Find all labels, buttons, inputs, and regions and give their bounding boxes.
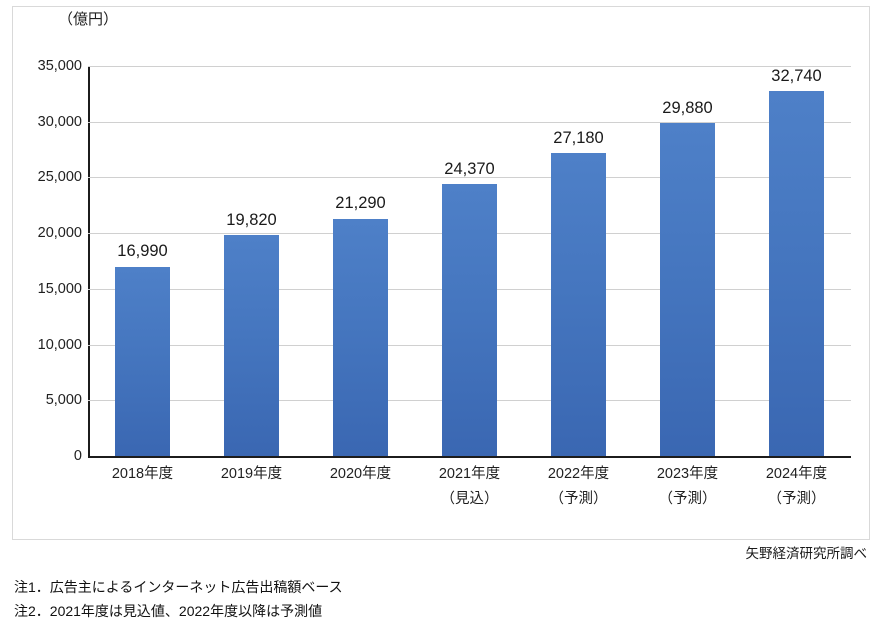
y-axis-tick-label: 10,000 xyxy=(37,336,82,353)
y-axis-unit-label: （億円） xyxy=(58,11,119,28)
y-axis-tick-label: 5,000 xyxy=(45,392,82,409)
y-axis-tick-label: 35,000 xyxy=(37,57,82,74)
footnote: 注1．広告主によるインターネット広告出稿額ベース xyxy=(14,579,343,595)
bar-value-label: 19,820 xyxy=(226,210,277,229)
x-axis-tick-label-qualifier: （見込） xyxy=(440,491,499,507)
bar-value-label: 24,370 xyxy=(444,159,495,178)
x-axis-tick-label-qualifier: （予測） xyxy=(549,491,608,507)
gridline xyxy=(88,121,851,123)
x-axis-tick-label-qualifier: （予測） xyxy=(767,491,826,507)
bar-slot: 29,880 xyxy=(633,66,742,456)
plot-area: 16,990 19,820 21,290 24,370 27,180 29,880 32,7… xyxy=(88,66,851,458)
bar[interactable] xyxy=(442,184,497,456)
y-axis-tick-label: 0 xyxy=(73,447,82,464)
bar[interactable] xyxy=(660,123,715,456)
x-axis-tick-label-year: 2022年度 xyxy=(547,466,610,482)
bar[interactable] xyxy=(333,218,388,456)
y-axis-tick-label: 15,000 xyxy=(37,280,82,297)
x-axis-tick-label: 2020年度 xyxy=(306,462,415,487)
bar[interactable] xyxy=(551,153,606,456)
bar-value-label: 29,880 xyxy=(662,98,713,117)
bar-slot: 16,990 xyxy=(88,66,197,456)
x-axis-tick-label: 2018年度 xyxy=(88,462,197,487)
bar-slot: 19,820 xyxy=(197,66,306,456)
bar[interactable] xyxy=(115,266,170,456)
source-attribution: 矢野経済研究所調べ xyxy=(745,546,868,561)
x-axis-tick-label-year: 2021年度 xyxy=(438,466,501,482)
footnote: 注2．2021年度は見込値、2022年度以降は予測値 xyxy=(14,603,323,619)
x-axis-tick-labels: 2018年度 2019年度 2020年度 2021年度 （見込） 2022年度 （予測） 20… xyxy=(88,462,851,532)
x-axis-tick-label: 2021年度 （見込） xyxy=(415,462,524,512)
x-axis-tick-label-qualifier: （予測） xyxy=(658,491,717,507)
bar-value-label: 32,740 xyxy=(771,66,822,85)
y-axis-tick-labels: 0 5,000 10,000 15,000 20,000 25,000 30,000 35,0… xyxy=(0,0,82,632)
y-axis-tick-label: 30,000 xyxy=(37,113,82,130)
x-axis-tick-label-year: 2020年度 xyxy=(329,466,392,482)
x-axis-tick-label-year: 2018年度 xyxy=(111,466,174,482)
x-axis-tick-label: 2024年度 （予測） xyxy=(742,462,851,512)
x-axis-line xyxy=(88,456,851,458)
x-axis-tick-label-year: 2023年度 xyxy=(656,466,719,482)
x-axis-tick-label-year: 2019年度 xyxy=(220,466,283,482)
footnotes: 注1．広告主によるインターネット広告出稿額ベース 注2．2021年度は見込値、20… xyxy=(14,575,343,623)
x-axis-tick-label-year: 2024年度 xyxy=(765,466,828,482)
x-axis-tick-label: 2019年度 xyxy=(197,462,306,487)
y-axis-line xyxy=(88,66,90,458)
y-axis-tick-label: 20,000 xyxy=(37,224,82,241)
bar-slot: 21,290 xyxy=(306,66,415,456)
bar-slot: 24,370 xyxy=(415,66,524,456)
gridline xyxy=(88,66,851,67)
gridline xyxy=(88,177,851,179)
bar-slot: 27,180 xyxy=(524,66,633,456)
bar-value-label: 27,180 xyxy=(553,128,604,147)
bar-value-label: 21,290 xyxy=(335,194,386,213)
y-axis-tick-label: 25,000 xyxy=(37,169,82,186)
bar-slot: 32,740 xyxy=(742,66,851,456)
x-axis-tick-label: 2022年度 （予測） xyxy=(524,462,633,512)
x-axis-tick-label: 2023年度 （予測） xyxy=(633,462,742,512)
bar[interactable] xyxy=(769,91,824,456)
bar[interactable] xyxy=(224,235,279,456)
bar-value-label: 16,990 xyxy=(117,242,168,261)
